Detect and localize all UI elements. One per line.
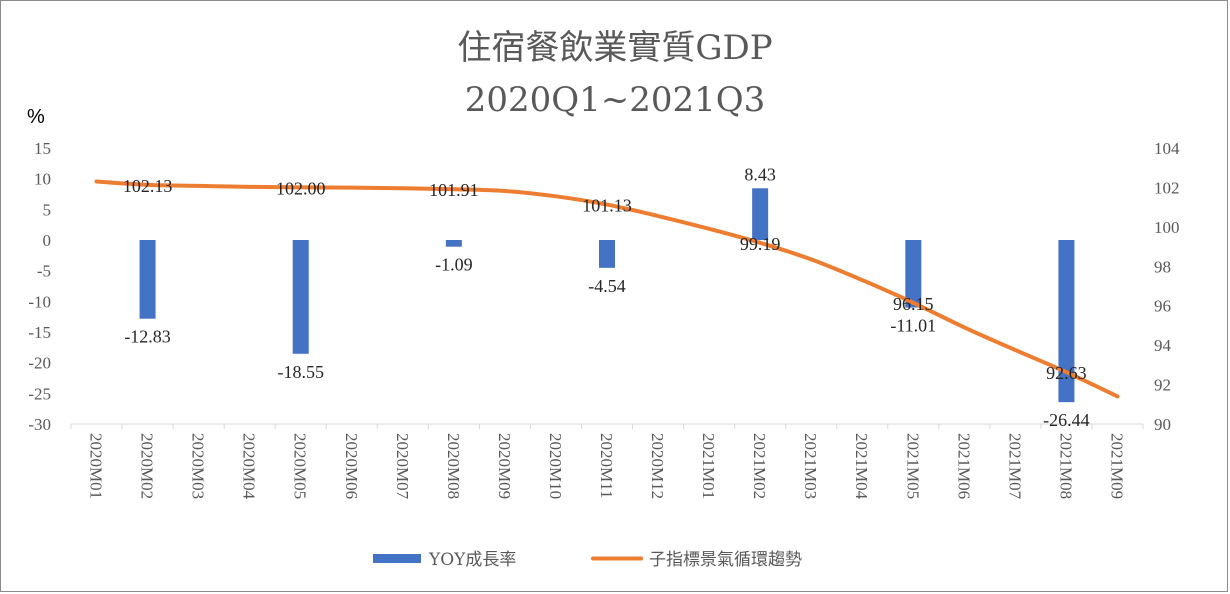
x-tick-label: 2021M07 xyxy=(1005,433,1024,500)
x-tick-label: 2021M01 xyxy=(699,433,718,499)
x-tick-label: 2020M06 xyxy=(342,433,361,499)
bar xyxy=(445,240,462,247)
x-tick-label: 2021M03 xyxy=(801,433,820,499)
line-value-label: 102.00 xyxy=(276,178,326,198)
x-tick-label: 2021M02 xyxy=(750,433,769,499)
y-left-tick-label: 10 xyxy=(34,170,51,189)
y-left-tick-label: 5 xyxy=(43,200,52,219)
line-value-label: 99.19 xyxy=(740,234,781,254)
y-unit-label: % xyxy=(27,106,45,128)
x-tick-label: 2020M02 xyxy=(138,433,157,499)
line-value-label: 101.13 xyxy=(582,196,632,216)
bar-value-label: -12.83 xyxy=(124,327,171,347)
y-right-tick-label: 98 xyxy=(1154,257,1171,276)
x-tick-label: 2020M07 xyxy=(393,433,412,500)
bar-value-label: -26.44 xyxy=(1043,410,1090,430)
bar xyxy=(139,240,156,319)
legend: YOY成長率 子指標景氣循環趨勢 xyxy=(373,550,802,570)
line-value-label: 96.15 xyxy=(893,294,934,314)
y-left-tick-label: -5 xyxy=(37,262,51,281)
x-tick-label: 2021M08 xyxy=(1056,433,1075,499)
line-value-label: 92.63 xyxy=(1046,363,1087,383)
x-tick-label: 2021M09 xyxy=(1107,433,1126,499)
x-tick-label: 2021M05 xyxy=(903,433,922,499)
x-tick-label: 2020M05 xyxy=(291,433,310,499)
x-tick-label: 2020M04 xyxy=(240,433,259,500)
y-right-tick-label: 90 xyxy=(1154,415,1171,434)
line-series xyxy=(94,179,1120,399)
y-left-tick-label: -25 xyxy=(28,384,51,403)
bar xyxy=(1058,240,1075,403)
bar xyxy=(752,188,769,240)
bar-value-label: -1.09 xyxy=(435,255,473,275)
chart-subtitle: 2020Q1~2021Q3 xyxy=(465,80,766,120)
y-left-tick-label: -15 xyxy=(28,323,51,342)
x-tick-label: 2020M10 xyxy=(546,433,565,499)
y-right-tick-label: 94 xyxy=(1154,336,1172,355)
x-tick-label: 2021M06 xyxy=(954,433,973,499)
bar xyxy=(905,240,922,308)
chart-title: 住宿餐飲業實質GDP xyxy=(457,28,772,68)
trend-line xyxy=(94,179,1120,399)
y-right-tick-label: 96 xyxy=(1154,297,1171,316)
x-tick-label: 2020M09 xyxy=(495,433,514,499)
x-tick-label: 2020M12 xyxy=(648,433,667,499)
bar-series xyxy=(139,188,1075,403)
y-right-tick-label: 100 xyxy=(1154,218,1180,237)
y-left-tick-label: -20 xyxy=(28,354,51,373)
x-tick-label: 2021M04 xyxy=(852,433,871,500)
y-left-tick-label: 0 xyxy=(43,231,52,250)
bar xyxy=(292,240,309,354)
y-right-tick-label: 102 xyxy=(1154,178,1180,197)
x-tick-label: 2020M03 xyxy=(189,433,208,499)
bar-value-label: 8.43 xyxy=(744,164,776,184)
x-tick-label: 2020M08 xyxy=(444,433,463,499)
bar-value-label: -4.54 xyxy=(588,276,626,296)
bar xyxy=(599,240,615,268)
y-left-tick-label: 15 xyxy=(34,139,51,158)
axes: 15 10 5 0 -5 -10 -15 -20 -25 -30 104 102 100 98 96 94 92… xyxy=(28,139,1180,500)
legend-swatch-bar xyxy=(373,554,421,563)
bar-value-label: -18.55 xyxy=(277,362,324,382)
y-right-tick-label: 92 xyxy=(1154,376,1171,395)
y-left-tick-label: -30 xyxy=(28,415,51,434)
y-right-tick-label: 104 xyxy=(1154,139,1180,158)
line-value-label: 102.13 xyxy=(123,176,173,196)
x-tick-label: 2020M11 xyxy=(597,433,616,499)
line-value-label: 101.91 xyxy=(429,180,479,200)
y-left-tick-label: -10 xyxy=(28,292,51,311)
legend-label-line: 子指標景氣循環趨勢 xyxy=(649,550,802,570)
legend-label-bar: YOY成長率 xyxy=(428,550,516,570)
x-tick-label: 2020M01 xyxy=(87,433,106,499)
bar-value-label: -11.01 xyxy=(890,316,936,336)
data-labels: -12.83 -18.55 -1.09 -4.54 8.43 -11.01 -26.44 10… xyxy=(123,164,1090,430)
